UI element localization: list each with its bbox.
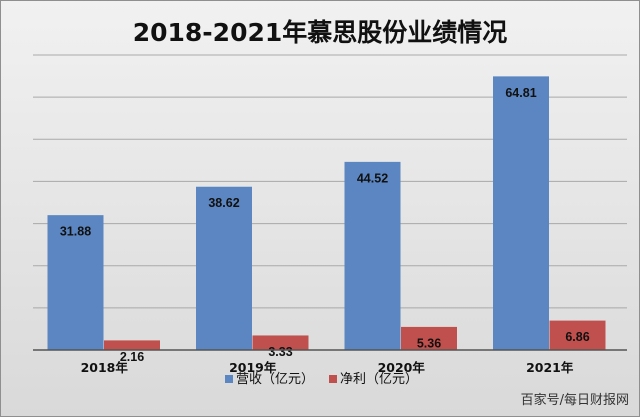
bar-revenue: [493, 76, 549, 351]
legend-label: 营收（亿元）: [236, 372, 314, 387]
x-tick-label: 2019年: [229, 360, 277, 375]
legend-swatch: [329, 375, 337, 383]
x-tick-label: 2021年: [526, 360, 574, 375]
legend-swatch: [225, 375, 233, 383]
x-tick-label: 2020年: [378, 360, 426, 375]
bar-revenue: [196, 186, 252, 351]
bar-profit: [104, 340, 160, 351]
data-label: 2.16: [120, 350, 144, 364]
data-label: 44.52: [357, 171, 388, 185]
data-label: 64.81: [505, 86, 536, 100]
x-tick-label: 2018年: [81, 360, 129, 375]
data-label: 5.36: [417, 336, 441, 350]
data-label: 6.86: [565, 330, 589, 344]
chart-title: 2018-2021年慕思股份业绩情况: [132, 18, 508, 47]
bar-revenue: [344, 161, 401, 351]
data-label: 31.88: [60, 225, 91, 239]
bar-profit: [549, 320, 606, 351]
bar-revenue: [47, 215, 104, 351]
data-label: 3.33: [268, 345, 292, 359]
watermark: 百家号/每日财报网: [520, 393, 629, 408]
legend-label: 净利（亿元）: [340, 372, 418, 387]
data-label: 38.62: [208, 196, 239, 210]
